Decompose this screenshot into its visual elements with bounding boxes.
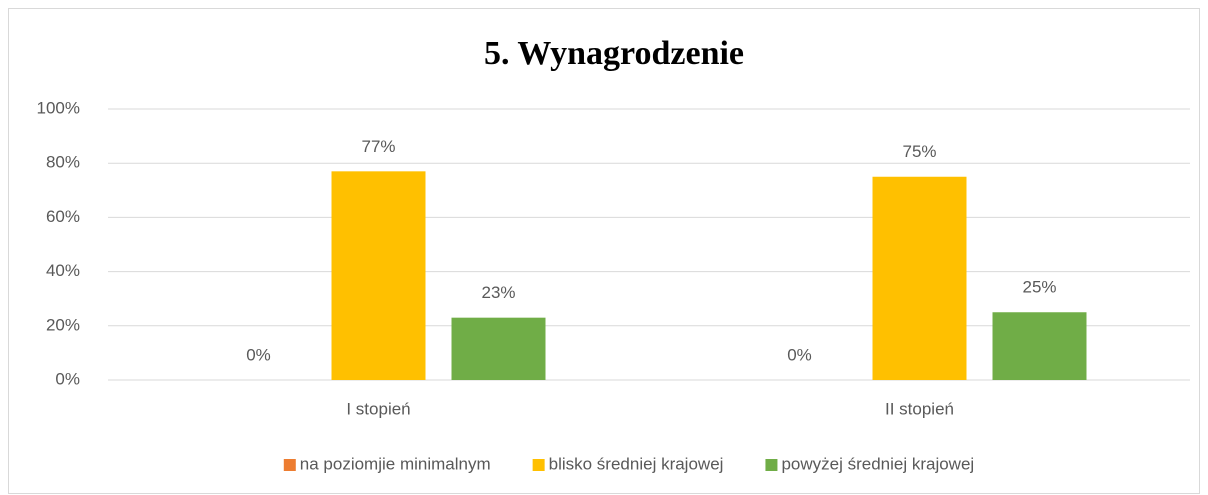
legend-label: na poziomjie minimalnym [300,454,491,473]
value-label: 77% [361,137,395,156]
y-tick-label: 100% [37,98,80,117]
x-tick-label: II stopień [885,399,954,418]
bar [992,312,1087,380]
chart-title: 5. Wynagrodzenie [484,35,744,72]
value-label: 23% [481,283,515,302]
legend-label: powyżej średniej krajowej [781,454,974,473]
bar [451,317,546,380]
y-tick-label: 40% [46,261,80,280]
value-label: 75% [902,142,936,161]
y-tick-label: 0% [55,369,80,388]
value-label: 0% [787,345,812,364]
chart-border [8,8,1200,494]
y-tick-label: 60% [46,207,80,226]
x-tick-label: I stopień [346,399,410,418]
value-label: 25% [1022,278,1056,297]
value-label: 0% [246,345,271,364]
bar [872,176,967,380]
y-tick-label: 20% [46,315,80,334]
legend-swatch [283,459,296,471]
legend-label: blisko średniej krajowej [549,454,724,473]
legend-swatch [765,459,778,471]
bar [331,171,426,380]
legend-swatch [532,459,545,471]
y-tick-label: 80% [46,153,80,172]
